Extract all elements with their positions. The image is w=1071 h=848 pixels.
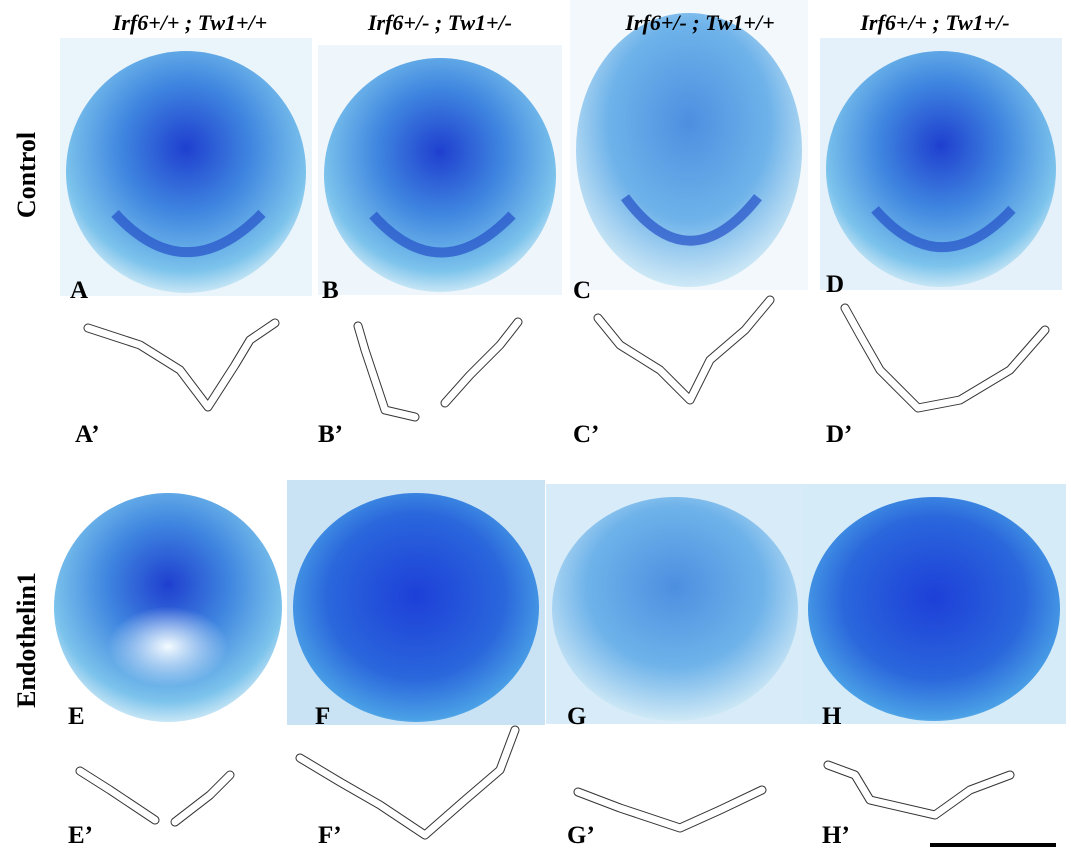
panel-label: E	[68, 703, 85, 730]
outline-fill	[175, 775, 230, 822]
outline-label: G’	[567, 822, 595, 848]
specimens	[48, 0, 1066, 725]
row-label: Endothelin1	[12, 572, 41, 708]
outline-label: C’	[573, 421, 599, 448]
outline-label: B’	[318, 421, 343, 448]
specimen	[293, 493, 539, 722]
outline-label: E’	[68, 822, 93, 848]
column-header: Irf6+/+ ; Tw1+/-	[859, 10, 1009, 35]
panel-label: F	[315, 703, 330, 730]
outline-fill	[578, 790, 762, 828]
outline-label: D’	[826, 421, 852, 448]
outline	[358, 326, 415, 417]
outline-fill	[445, 322, 518, 403]
specimen	[576, 13, 802, 287]
column-header: Irf6+/- ; Tw1+/-	[367, 10, 512, 35]
outline-fill	[88, 323, 275, 407]
outline-label: H’	[822, 822, 850, 848]
outline-label: A’	[75, 421, 100, 448]
figure: Irf6+/+ ; Tw1+/+ Irf6+/- ; Tw1+/- Irf6+/- …	[0, 0, 1071, 848]
panel-label: C	[573, 277, 591, 304]
specimen-highlight	[108, 607, 228, 687]
outline-fill	[80, 771, 155, 820]
specimen	[552, 497, 798, 721]
panel-label: G	[567, 703, 586, 730]
outline-label: F’	[318, 822, 342, 848]
specimen	[808, 497, 1060, 721]
panel-label: B	[322, 277, 339, 304]
column-header: Irf6+/- ; Tw1+/+	[624, 10, 774, 35]
outline-fill	[598, 300, 770, 400]
panel-label: H	[822, 703, 842, 730]
panel-label: D	[826, 271, 844, 298]
row-label: Control	[12, 132, 41, 218]
page: {"column_headers": ["Irf6+/+ ; Tw1+/+", …	[0, 0, 1071, 848]
panel-label: A	[70, 277, 88, 304]
column-header: Irf6+/+ ; Tw1+/+	[112, 10, 267, 35]
